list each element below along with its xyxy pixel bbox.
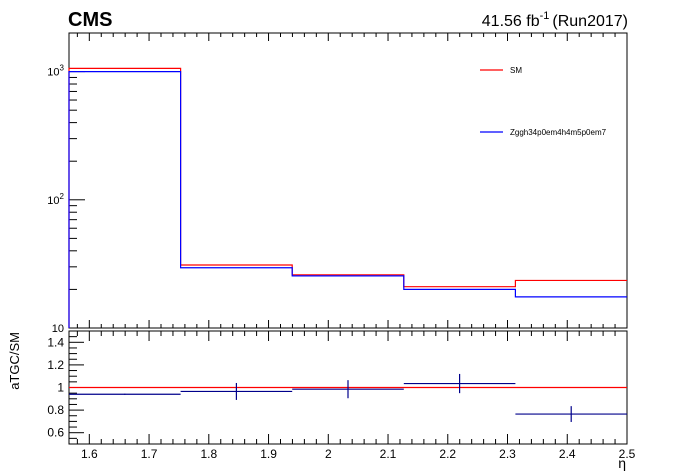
main-panel: 10 102 103 SM Zggh34p0em4h4m5p0em7	[47, 32, 628, 335]
ratio-x-tick-label: 1.8	[200, 447, 217, 461]
legend-label: SM	[510, 66, 522, 75]
main-y-tick-label: 103	[47, 64, 64, 79]
ratio-y-tick-label: 0.6	[47, 426, 64, 440]
main-frame	[68, 32, 628, 329]
ratio-x-tick-label: 2	[325, 447, 332, 461]
ratio-y-tick-label: 0.8	[47, 403, 64, 417]
lumi-label: 41.56 fb-1 (Run2017)	[482, 10, 628, 30]
ratio-x-tick-label: 1.6	[81, 447, 98, 461]
ratio-x-tick-label: 1.7	[141, 447, 158, 461]
ratio-x-tick-label: 2.5	[619, 447, 636, 461]
ratio-y-tick-label: 1.4	[47, 335, 64, 349]
ratio-panel: 0.6 0.8 1 1.2 1.4 1.6 1.7 1.8 1.9 2 2.1 2.2 2.3 2.4 2.…	[7, 330, 636, 471]
main-y-tick-label: 10	[52, 323, 64, 335]
series-line	[68, 70, 627, 328]
ratio-points	[69, 373, 627, 422]
lumi-run: (Run2017)	[552, 13, 628, 30]
ratio-x-tick-label: 1.9	[260, 447, 277, 461]
ratio-x-tick-label: 2.3	[499, 447, 516, 461]
lumi-exponent: -1	[540, 10, 550, 22]
main-y-tick-label: 102	[47, 192, 64, 207]
legend-label: Zggh34p0em4h4m5p0em7	[510, 128, 607, 137]
ratio-y-tick-label: 1.2	[47, 358, 64, 372]
ratio-x-tick-label: 2.1	[380, 447, 397, 461]
ratio-axis-ticks: 0.6 0.8 1 1.2 1.4 1.6 1.7 1.8 1.9 2 2.1 2.2 2.3 2.4 2.…	[47, 330, 636, 461]
ratio-y-tick-label: 1	[57, 381, 64, 395]
legend: SM Zggh34p0em4h4m5p0em7	[480, 66, 607, 137]
ratio-x-tick-label: 2.2	[439, 447, 456, 461]
series-line	[68, 67, 627, 328]
x-axis-label: η	[618, 455, 626, 471]
main-axis-ticks: 10 102 103	[47, 32, 628, 335]
lumi-value: 41.56 fb	[482, 13, 540, 30]
main-histograms	[68, 67, 627, 328]
ratio-x-tick-label: 2.4	[559, 447, 576, 461]
ratio-y-axis-label: aTGC/SM	[7, 332, 22, 390]
experiment-label: CMS	[68, 9, 112, 31]
